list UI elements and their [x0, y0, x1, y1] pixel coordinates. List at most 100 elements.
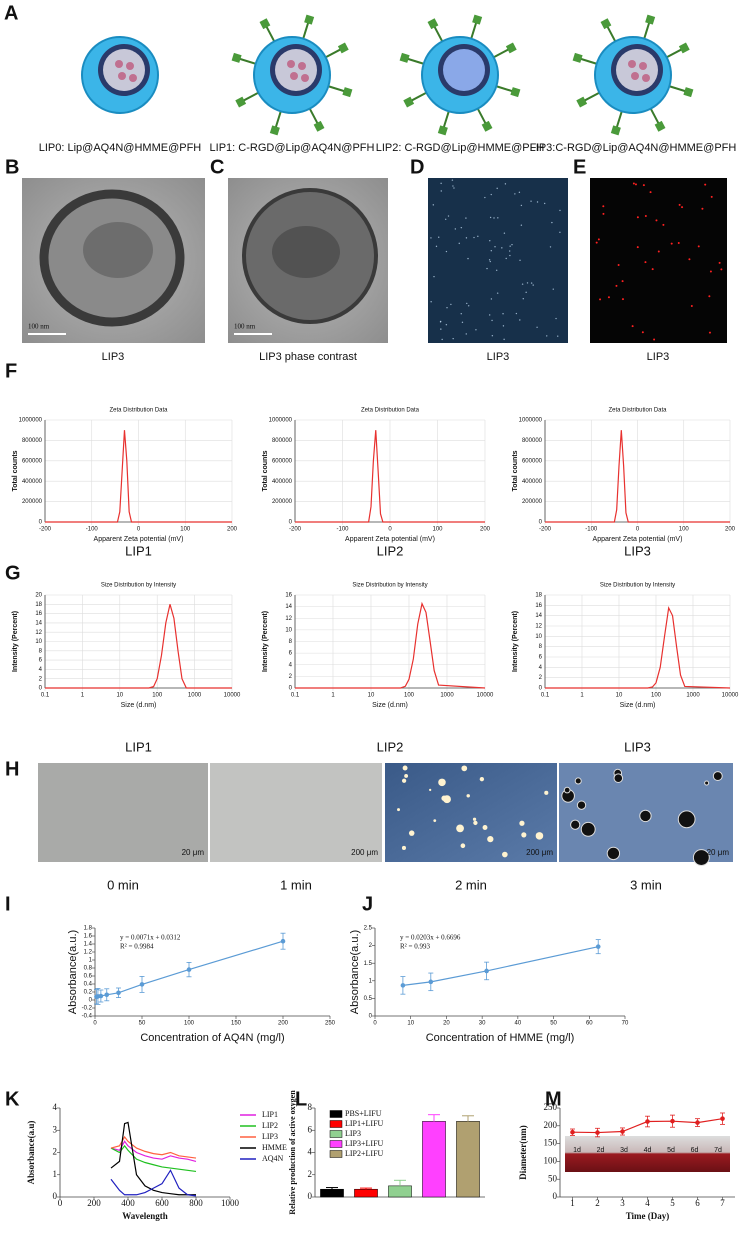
speck — [451, 179, 454, 181]
speck — [508, 250, 511, 252]
y-tick-label: 1.5 — [364, 961, 373, 967]
x-tick-label: 0 — [373, 1021, 377, 1027]
bubble — [502, 851, 508, 858]
legend-label: PBS+LIFU — [345, 1109, 382, 1118]
speck — [465, 333, 467, 335]
caption: LIP2 — [377, 543, 404, 558]
x-axis-label: Apparent Zeta potential (mV) — [593, 536, 683, 543]
speck — [465, 237, 468, 239]
scale-label: 20 μm — [707, 848, 730, 857]
chart-title: Size Distribution by Intensity — [101, 583, 176, 589]
speck — [486, 267, 488, 270]
y-tick-label: 2 — [369, 943, 373, 949]
bubble — [712, 771, 723, 782]
ligand-head — [683, 87, 694, 98]
bubble — [570, 819, 581, 830]
x-tick-label: 70 — [622, 1021, 629, 1027]
caption: 3 min — [630, 877, 662, 892]
x-tick-label: -100 — [336, 527, 349, 533]
speck — [445, 250, 448, 253]
panel-label: B — [5, 156, 19, 178]
bubble — [519, 820, 525, 826]
y-tick-label: 12 — [285, 616, 292, 622]
y-tick-label: 12 — [35, 630, 42, 636]
speck — [477, 235, 479, 238]
bubble — [401, 778, 407, 783]
x-tick-label: 0.1 — [291, 693, 300, 699]
annotation: R² = 0.993 — [400, 943, 430, 951]
y-tick-label: 2 — [39, 676, 43, 682]
marker — [484, 968, 489, 974]
y-tick-label: 0 — [539, 686, 543, 692]
bubble — [692, 849, 710, 866]
bubble — [429, 788, 432, 792]
legend-label: LIP3 — [345, 1129, 361, 1138]
speck — [445, 218, 447, 220]
x-tick-label: 200 — [725, 527, 736, 533]
x-tick-label: 10000 — [477, 693, 494, 699]
line — [545, 430, 730, 523]
speck — [655, 219, 658, 222]
marker — [595, 1130, 600, 1135]
cargo — [639, 62, 647, 70]
y-tick-label: 8 — [308, 1102, 313, 1112]
micro-image — [38, 763, 208, 862]
y-tick-label: 400000 — [272, 479, 293, 485]
speck — [536, 326, 538, 328]
speck — [490, 250, 492, 252]
bar — [456, 1121, 480, 1198]
vial-photo — [565, 1136, 730, 1172]
y-tick-label: 1 — [89, 958, 93, 964]
speck — [511, 243, 513, 246]
x-tick-label: 7 — [720, 1198, 725, 1208]
speck — [621, 298, 624, 301]
panel-label: H — [5, 758, 19, 780]
x-tick-label: 0 — [93, 1021, 97, 1027]
caption: LIP2 — [377, 739, 404, 754]
bubble — [606, 846, 621, 861]
vial-label: 1d — [573, 1147, 581, 1154]
ligand-head — [313, 120, 325, 132]
caption: 1 min — [280, 877, 312, 892]
y-axis-label: Total counts — [512, 450, 519, 491]
ligand-head — [231, 52, 242, 63]
x-tick-label: 800 — [189, 1198, 203, 1208]
panel-label: J — [362, 893, 373, 915]
x-tick-label: 4 — [645, 1198, 650, 1208]
speck — [549, 246, 552, 248]
legend-label: LIP2+LIFU — [345, 1149, 384, 1158]
ligand-head — [572, 52, 583, 63]
x-tick-label: 50 — [550, 1021, 557, 1027]
x-tick-label: 50 — [139, 1021, 146, 1027]
line — [110, 1144, 197, 1173]
panel-label: A — [4, 2, 18, 24]
y-tick-label: 100 — [544, 1155, 558, 1165]
decorations — [22, 14, 733, 1172]
x-tick-label: 100 — [432, 527, 443, 533]
y-tick-label: 4 — [539, 665, 543, 671]
vial-label: 3d — [620, 1147, 628, 1154]
caption: LIP0: Lip@AQ4N@HMME@PFH — [39, 142, 202, 154]
y-tick-label: 0 — [89, 998, 93, 1004]
speck — [607, 296, 610, 299]
speck — [496, 292, 499, 294]
y-tick-label: 1.6 — [84, 934, 93, 940]
y-tick-label: 600000 — [272, 458, 293, 464]
speck — [488, 259, 491, 261]
x-tick-label: 10 — [116, 693, 123, 699]
x-tick-label: 60 — [586, 1021, 593, 1027]
legend-label: HMME — [262, 1143, 287, 1152]
speck — [636, 216, 639, 219]
ligand-head — [678, 42, 690, 54]
speck — [489, 216, 492, 219]
y-tick-label: 0 — [308, 1191, 313, 1201]
chart-title: Size Distribution by Intensity — [600, 583, 675, 589]
y-tick-label: 0.2 — [84, 990, 93, 996]
bubble — [402, 765, 408, 771]
bubble — [472, 817, 477, 821]
speck — [452, 185, 454, 187]
cargo — [115, 60, 123, 68]
y-axis-label: Total counts — [12, 450, 19, 491]
speck — [701, 207, 704, 210]
speck — [440, 190, 442, 192]
